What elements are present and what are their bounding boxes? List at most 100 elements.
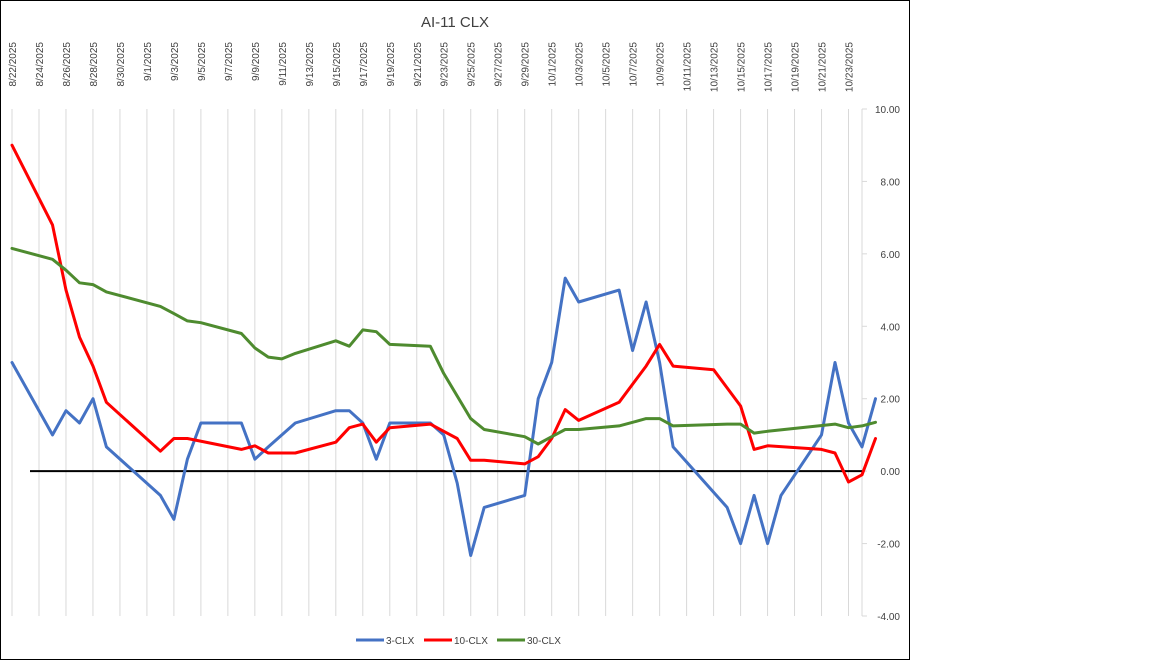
data-point-30-clx [240,332,242,335]
x-tick-label: 10/1/2025 [548,42,559,87]
data-point-3-clx [443,434,445,436]
data-point-3-clx [524,494,526,497]
data-point-3-clx [820,434,823,436]
data-point-30-clx [335,340,337,342]
data-point-30-clx [254,347,256,349]
x-tick-label: 10/23/2025 [845,42,856,92]
data-point-30-clx [375,331,377,333]
data-point-3-clx [483,506,485,508]
data-point-30-clx [200,322,202,324]
x-tick-label: 9/11/2025 [278,42,289,86]
data-point-30-clx [672,425,674,427]
data-point-30-clx [92,284,94,286]
legend-label-10-clx: 10-CLX [454,636,488,647]
data-point-3-clx [348,410,350,412]
series-lines [10,143,877,557]
y-tick-label: -2.00 [877,540,900,551]
data-point-10-clx [847,481,850,483]
data-point-3-clx [632,349,634,352]
data-point-30-clx [524,436,526,438]
data-point-3-clx [294,422,296,424]
data-point-10-clx [186,437,188,440]
data-point-3-clx [672,446,674,448]
data-point-30-clx [78,282,81,284]
x-tick-label: 9/25/2025 [467,42,478,87]
data-point-30-clx [618,425,620,427]
y-tick-label: 6.00 [881,250,901,261]
x-tick-label: 9/7/2025 [224,42,235,81]
data-point-30-clx [11,247,13,250]
data-point-30-clx [362,329,364,331]
data-point-3-clx [254,458,256,460]
data-point-3-clx [847,422,850,424]
x-tick-label: 10/3/2025 [575,42,586,87]
x-tick-label: 10/7/2025 [629,42,640,87]
data-point-3-clx [159,494,162,497]
data-point-10-clx [11,144,13,146]
data-point-10-clx [294,452,296,454]
data-point-3-clx [618,289,620,291]
x-tick-label: 9/15/2025 [332,42,343,87]
data-point-3-clx [92,398,94,400]
chart-frame [0,0,910,660]
data-point-10-clx [429,423,431,425]
data-point-30-clx [537,443,539,445]
data-point-10-clx [739,405,742,407]
data-point-10-clx [348,427,350,429]
data-point-30-clx [348,345,350,347]
y-tick-label: 4.00 [881,322,901,333]
data-point-10-clx [820,448,823,451]
data-point-30-clx [847,427,850,429]
data-point-10-clx [874,437,877,440]
data-point-30-clx [389,343,391,345]
x-axis-ticks: 8/22/2025 8/24/2025 8/26/2025 8/28/2025 8/30… [8,42,856,92]
data-point-10-clx [105,401,108,403]
data-point-10-clx [753,448,755,451]
data-point-10-clx [470,459,472,461]
data-point-10-clx [92,365,94,367]
data-point-30-clx [429,345,431,347]
data-point-10-clx [240,448,242,451]
data-point-30-clx [659,418,661,420]
data-point-10-clx [537,456,539,458]
data-point-3-clx [200,422,202,424]
data-point-3-clx [456,482,458,484]
x-tick-label: 10/13/2025 [710,42,721,92]
data-point-30-clx [294,352,296,355]
data-point-30-clx [186,320,188,322]
x-tick-label: 8/24/2025 [35,42,46,87]
data-point-10-clx [766,445,769,447]
data-point-3-clx [51,434,54,436]
x-tick-label: 9/29/2025 [521,42,532,87]
data-point-30-clx [281,358,283,360]
series-line-30-clx [10,246,877,446]
data-point-10-clx [254,445,256,447]
x-tick-label: 9/1/2025 [143,42,154,81]
x-tick-label: 8/28/2025 [89,42,100,87]
y-tick-label: 8.00 [881,177,901,188]
data-point-10-clx [443,430,445,432]
legend-label-3-clx: 3-CLX [386,636,415,647]
x-tick-label: 9/23/2025 [440,42,451,87]
data-point-30-clx [753,432,755,434]
y-tick-label: 2.00 [881,395,901,406]
data-point-10-clx [375,441,377,443]
data-point-3-clx [267,446,269,448]
legend-label-30-clx: 30-CLX [527,636,561,647]
data-point-30-clx [443,372,445,374]
data-point-10-clx [267,452,269,454]
data-point-3-clx [659,361,661,364]
data-point-3-clx [389,422,391,424]
data-point-3-clx [780,494,782,497]
data-point-30-clx [159,305,162,307]
data-point-3-clx [470,554,472,557]
data-point-30-clx [632,421,634,423]
x-tick-label: 10/19/2025 [791,42,802,92]
x-tick-label: 10/9/2025 [656,42,667,87]
data-point-30-clx [578,428,580,431]
chart-title: AI-11 CLX [421,14,489,31]
data-point-3-clx [173,518,175,520]
data-point-10-clx [389,427,391,429]
data-point-10-clx [78,336,81,338]
